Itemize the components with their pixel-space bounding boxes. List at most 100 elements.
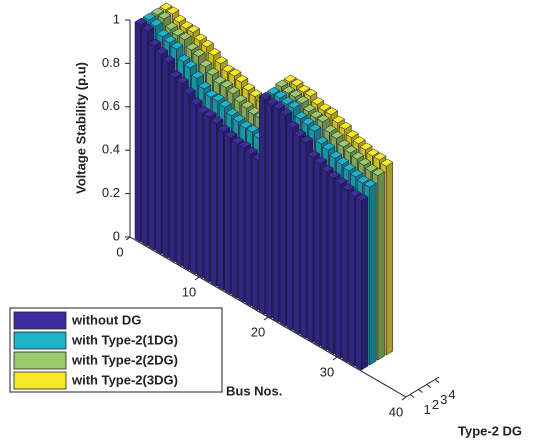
- x-tick-label: 0: [116, 244, 123, 259]
- bar-top: [275, 79, 289, 88]
- y-tick-label: 3: [440, 392, 447, 407]
- bar-top: [363, 179, 377, 188]
- bar-top: [141, 23, 155, 32]
- bar-side: [210, 119, 217, 287]
- bar-top: [191, 71, 205, 79]
- bar-side: [307, 153, 314, 343]
- bar-side: [272, 105, 279, 323]
- bar: [355, 193, 369, 371]
- bar-top: [355, 193, 369, 202]
- bar-top: [228, 68, 242, 77]
- bar-top: [287, 100, 301, 109]
- bar-top: [198, 81, 212, 90]
- bar-top: [349, 169, 363, 178]
- bar-side: [321, 168, 328, 351]
- bar-top: [200, 39, 214, 48]
- bar-top: [344, 145, 358, 154]
- bar-top: [166, 6, 180, 15]
- bar-top: [155, 47, 169, 55]
- legend-swatch: [13, 311, 67, 330]
- bar-top: [282, 85, 296, 94]
- bar-top: [210, 115, 224, 124]
- bar-top: [175, 76, 189, 85]
- bar-top: [162, 55, 176, 64]
- bar-top: [334, 177, 348, 185]
- bar-side: [286, 124, 293, 331]
- bar-top: [304, 88, 318, 97]
- bar-top: [240, 100, 254, 109]
- bar-top: [337, 139, 351, 148]
- bar-top: [267, 86, 281, 95]
- bar-top: [249, 89, 263, 98]
- bar-top: [171, 28, 185, 37]
- bar-top: [296, 95, 310, 104]
- bar-top: [373, 152, 387, 161]
- bar-top: [301, 117, 315, 126]
- legend-swatch: [13, 351, 67, 370]
- bar-top: [309, 110, 323, 119]
- bar-top: [358, 158, 372, 166]
- x-tick: [125, 236, 131, 241]
- bar-top: [348, 189, 362, 198]
- bar-top: [206, 67, 220, 76]
- bar-side: [355, 197, 362, 371]
- bar-top: [246, 124, 260, 133]
- bar-top: [214, 56, 228, 65]
- bar-top: [242, 83, 256, 91]
- bar-top: [311, 97, 325, 105]
- legend-label: with Type-2(1DG): [71, 332, 178, 347]
- x-tick-label: 40: [389, 404, 403, 419]
- bar-side: [279, 111, 286, 327]
- bar-top: [163, 35, 177, 44]
- bar-top: [371, 168, 385, 176]
- bar-top: [331, 115, 345, 124]
- bar-top: [318, 103, 332, 112]
- bar-side: [238, 144, 245, 303]
- bar-top: [307, 150, 321, 158]
- y-tick-label: 4: [448, 387, 455, 402]
- z-axis-label: Voltage Stability (p.u): [73, 62, 88, 194]
- bar-top: [341, 183, 355, 191]
- bar-side: [217, 128, 224, 291]
- bar-top: [342, 163, 356, 172]
- bar-side: [148, 42, 155, 251]
- legend-swatch: [13, 371, 67, 390]
- bar-top: [192, 49, 206, 57]
- bar-top: [213, 76, 227, 84]
- z-tick-label: 0.2: [102, 185, 120, 200]
- bar-top: [156, 29, 170, 38]
- z-tick-label: 0.6: [102, 98, 120, 113]
- bar-side: [341, 187, 348, 363]
- x-tick-label: 20: [251, 324, 265, 339]
- bar-top: [338, 121, 352, 130]
- bar-side: [300, 139, 307, 339]
- bar-side: [162, 59, 169, 259]
- z-tick-label: 1: [113, 11, 120, 26]
- bar-top: [351, 151, 365, 160]
- bar-top: [300, 135, 314, 144]
- bar-top: [148, 38, 162, 47]
- bar-top: [220, 80, 234, 88]
- legend-swatch: [13, 331, 67, 350]
- y-tick-label: 1: [424, 402, 431, 417]
- bar-top: [308, 123, 322, 132]
- bar-top: [258, 91, 272, 100]
- bar-side: [245, 150, 252, 307]
- bar-side: [196, 109, 203, 279]
- bar-top: [323, 125, 337, 133]
- x-tick: [401, 396, 407, 401]
- bar-top: [231, 136, 245, 145]
- bar-top: [233, 94, 247, 103]
- bar-top: [356, 175, 370, 184]
- bar-top: [244, 146, 258, 155]
- bar-top: [283, 74, 297, 83]
- bar-side: [293, 132, 300, 335]
- bar-end: [377, 171, 385, 361]
- y-axis-line: [405, 376, 440, 398]
- bar-top: [345, 130, 359, 138]
- bar-top: [185, 42, 199, 51]
- bar-side: [155, 50, 162, 255]
- bar-side: [203, 113, 210, 283]
- x-tick: [332, 356, 338, 361]
